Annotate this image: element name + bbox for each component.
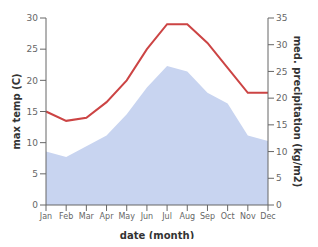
svg-text:date (month): date (month) bbox=[120, 230, 194, 239]
svg-text:Jul: Jul bbox=[161, 212, 172, 221]
svg-text:Aug: Aug bbox=[179, 212, 195, 221]
svg-text:10: 10 bbox=[276, 147, 288, 157]
svg-text:0: 0 bbox=[32, 200, 38, 210]
svg-text:max temp (C): max temp (C) bbox=[11, 73, 22, 149]
svg-text:10: 10 bbox=[27, 138, 39, 148]
svg-text:15: 15 bbox=[276, 120, 287, 130]
svg-text:Sep: Sep bbox=[200, 212, 215, 221]
svg-text:30: 30 bbox=[276, 40, 288, 50]
svg-text:20: 20 bbox=[276, 93, 288, 103]
svg-text:May: May bbox=[118, 212, 135, 221]
svg-text:Nov: Nov bbox=[240, 212, 256, 221]
svg-text:20: 20 bbox=[27, 76, 39, 86]
svg-text:5: 5 bbox=[32, 169, 38, 179]
svg-text:Feb: Feb bbox=[59, 212, 73, 221]
svg-text:25: 25 bbox=[27, 44, 38, 54]
svg-text:Mar: Mar bbox=[79, 212, 95, 221]
svg-text:Apr: Apr bbox=[100, 212, 115, 221]
svg-text:15: 15 bbox=[27, 107, 38, 117]
svg-text:Jun: Jun bbox=[140, 212, 154, 221]
svg-text:5: 5 bbox=[276, 173, 282, 183]
svg-text:Oct: Oct bbox=[221, 212, 235, 221]
svg-text:Dec: Dec bbox=[260, 212, 275, 221]
svg-text:Jan: Jan bbox=[39, 212, 52, 221]
svg-text:35: 35 bbox=[276, 13, 287, 23]
svg-text:30: 30 bbox=[27, 13, 39, 23]
svg-text:25: 25 bbox=[276, 67, 287, 77]
svg-text:med. precipitation (kg/m2): med. precipitation (kg/m2) bbox=[292, 36, 303, 188]
svg-text:0: 0 bbox=[276, 200, 282, 210]
